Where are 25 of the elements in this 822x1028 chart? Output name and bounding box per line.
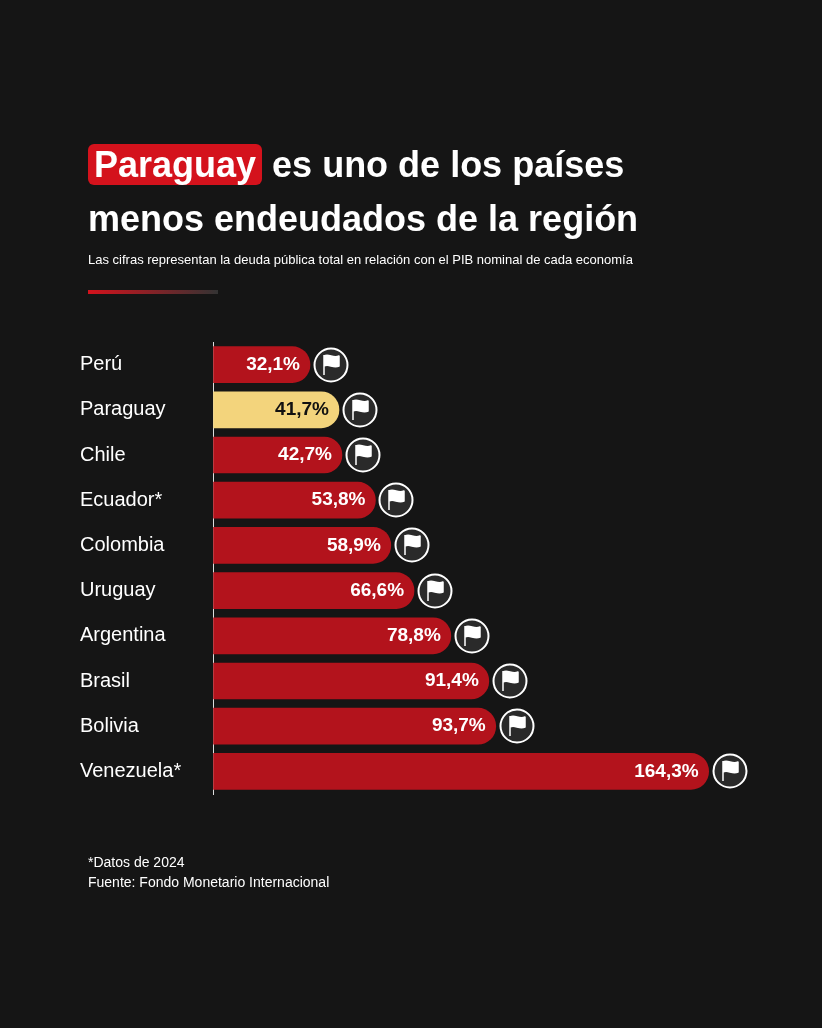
text: *Datos de 2024	[88, 853, 186, 872]
data-label: 58,9%	[326, 533, 381, 555]
data-label: 164,3%	[634, 759, 699, 781]
chart-title: Paraguay es uno de los países menos endeudados de la región	[88, 143, 640, 241]
y-tick-label: Bolivia	[80, 713, 140, 736]
y-tick-label: Uruguay	[80, 578, 156, 601]
source-note: Fuente: Fondo Monetario Internacional	[88, 873, 330, 892]
data-label: 41,7%	[275, 398, 330, 420]
y-tick-label: Colombia	[80, 532, 166, 555]
data-label: 32,1%	[246, 352, 301, 374]
y-tick-label: Venezuela*	[80, 758, 182, 781]
data-label: 91,4%	[424, 669, 479, 691]
data-label: 53,8%	[311, 488, 366, 510]
data-label: 93,7%	[431, 714, 486, 736]
y-tick-label: Chile	[80, 442, 126, 465]
y-tick-label: Ecuador*	[80, 487, 163, 510]
bar	[213, 753, 709, 790]
y-tick-label: Paraguay	[80, 397, 166, 420]
y-tick-label: Brasil	[80, 668, 131, 691]
y-tick-label: Argentina	[80, 623, 167, 646]
chart-subtitle: Las cifras representan la deuda pública total en relación con el PIB nominal de cada economía	[88, 252, 634, 267]
data-label: 78,8%	[386, 624, 441, 646]
y-tick-label: Perú	[80, 352, 123, 375]
data-label: 42,7%	[278, 443, 333, 465]
data-label: 66,6%	[350, 578, 405, 600]
